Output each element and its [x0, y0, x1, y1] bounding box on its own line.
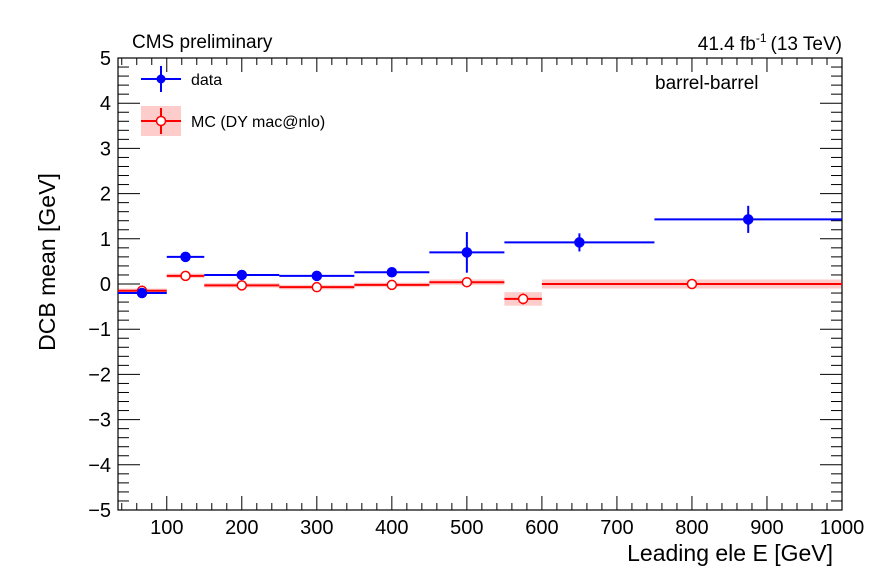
- y-tick-label: 1: [100, 229, 111, 251]
- x-tick-label: 700: [600, 517, 633, 539]
- data-point: [386, 266, 398, 278]
- y-tick-label: 4: [100, 93, 111, 115]
- series-marks: [118, 205, 842, 305]
- lumi-label: 41.4 fb-1 (13 TeV): [698, 31, 842, 55]
- y-tick-label: −3: [88, 410, 111, 432]
- y-tick-label: −2: [88, 364, 111, 386]
- data-point: [742, 214, 754, 225]
- mc-point: [236, 280, 248, 291]
- legend-label-mc: MC (DY mac@nlo): [191, 114, 325, 131]
- x-tick-label: 500: [450, 517, 483, 539]
- data-point: [461, 247, 473, 258]
- mc-point: [686, 278, 698, 290]
- legend: data MC (DY mac@nlo): [141, 66, 325, 136]
- x-axis-label: Leading ele E [GeV]: [627, 540, 833, 566]
- mc-point: [386, 279, 398, 291]
- mc-point: [180, 270, 191, 282]
- header-left: CMS preliminary: [132, 32, 273, 53]
- legend-mc-symbol: [141, 106, 181, 136]
- y-tick-label: 0: [100, 274, 111, 296]
- legend-data-symbol: [141, 66, 181, 92]
- lumi-value: 41.4 fb: [698, 34, 756, 55]
- data-point: [180, 251, 191, 263]
- x-tick-label: 100: [150, 517, 183, 539]
- category-label: barrel-barrel: [655, 73, 758, 94]
- lumi-exponent: -1: [756, 31, 767, 45]
- x-tick-label: 600: [525, 517, 558, 539]
- data-point: [311, 270, 323, 282]
- lumi-energy: (13 TeV): [771, 34, 842, 55]
- y-tick-label: −4: [88, 455, 111, 477]
- mc-point: [461, 276, 473, 288]
- x-tick-label: 200: [225, 517, 258, 539]
- tick-labels: 100 200 300 400 500 600 700 800 900 1000 −5 −4 −3 −2 −…: [88, 48, 864, 539]
- y-tick-label: −5: [88, 500, 111, 522]
- data-point: [574, 237, 585, 248]
- y-tick-label: 3: [100, 138, 111, 160]
- x-tick-label: 1000: [820, 517, 865, 539]
- data-point: [236, 269, 248, 281]
- mc-point: [517, 293, 529, 305]
- mc-point: [311, 281, 323, 293]
- x-tick-label: 300: [300, 517, 333, 539]
- mc-uncertainty-bands: [118, 273, 842, 306]
- x-tick-label: 900: [750, 517, 783, 539]
- y-tick-label: 5: [100, 48, 111, 70]
- x-tick-label: 800: [675, 517, 708, 539]
- y-axis-label: DCB mean [GeV]: [34, 173, 60, 351]
- y-tick-label: 2: [100, 184, 111, 206]
- x-tick-label: 400: [375, 517, 408, 539]
- y-tick-label: −1: [88, 319, 111, 341]
- data-point: [136, 287, 148, 299]
- legend-label-data: data: [191, 72, 222, 89]
